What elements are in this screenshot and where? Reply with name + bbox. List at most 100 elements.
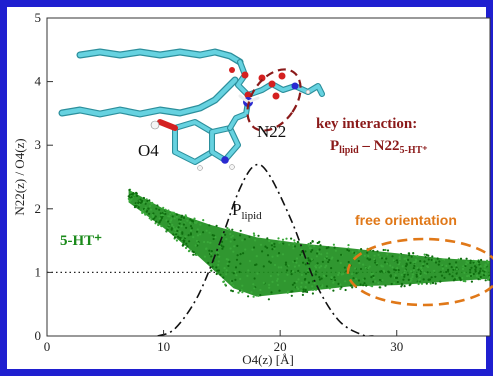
scatter-point [178, 218, 181, 221]
scatter-point [184, 235, 187, 238]
scatter-point [270, 242, 273, 245]
scatter-point [231, 279, 234, 283]
scatter-point [183, 239, 186, 242]
scatter-point [144, 212, 147, 215]
scatter-point [233, 238, 236, 241]
scatter-point [293, 241, 296, 244]
scatter-point [414, 258, 417, 261]
scatter-point [196, 230, 199, 233]
scatter-point [228, 228, 231, 231]
scatter-point [271, 280, 274, 283]
scatter-point [179, 236, 182, 239]
free-orientation-label: free orientation [355, 212, 457, 228]
scatter-point [226, 262, 229, 265]
scatter-point [384, 284, 387, 287]
scatter-point [268, 286, 271, 289]
scatter-point [296, 240, 299, 244]
scatter-point [419, 260, 422, 263]
scatter-point [411, 275, 414, 279]
scatter-point [142, 196, 145, 200]
scatter-point [284, 263, 287, 266]
scatter-point [300, 273, 303, 276]
scatter-point [130, 196, 133, 199]
scatter-point [247, 295, 250, 298]
scatter-point [281, 238, 285, 241]
scatter-point [414, 260, 417, 264]
scatter-point [400, 273, 403, 276]
scatter-point [349, 284, 352, 287]
scatter-point [484, 279, 487, 282]
scatter-point [318, 252, 321, 255]
scatter-point [318, 240, 321, 243]
scatter-point [340, 253, 343, 256]
scatter-point [239, 234, 242, 237]
scatter-point [233, 245, 236, 248]
scatter-point [479, 265, 482, 268]
scatter-point [469, 271, 472, 274]
scatter-point [231, 228, 234, 231]
scatter-point [469, 259, 472, 262]
scatter-point [432, 259, 435, 262]
scatter-point [457, 258, 460, 261]
scatter-point [405, 262, 408, 265]
scatter-point [439, 270, 442, 273]
scatter-point [297, 269, 300, 272]
scatter-point [439, 280, 442, 283]
scatter-point [293, 282, 296, 285]
scatter-point [400, 282, 403, 285]
scatter-point [412, 252, 415, 255]
scatter-point [286, 291, 289, 294]
scatter-point [315, 266, 318, 269]
y-tick-label: 4 [35, 74, 42, 89]
scatter-point [325, 274, 328, 277]
scatter-point [443, 276, 446, 279]
scatter-point [175, 233, 178, 236]
scatter-point [178, 230, 181, 233]
scatter-point [382, 248, 385, 252]
scatter-point [185, 226, 188, 229]
scatter-point [133, 194, 136, 197]
scatter-point [429, 282, 432, 285]
scatter-point [277, 237, 280, 240]
scatter-point [362, 284, 365, 287]
scatter-point [181, 231, 184, 234]
scatter-point [363, 277, 366, 280]
scatter-point [315, 255, 318, 258]
scatter-point [314, 273, 317, 276]
scatter-point [445, 270, 448, 274]
scatter-point [195, 220, 198, 224]
scatter-point [252, 246, 256, 249]
scatter-point [215, 224, 218, 227]
scatter-point [241, 239, 244, 242]
scatter-point [169, 221, 172, 224]
scatter-point [141, 199, 144, 202]
scatter-point [327, 260, 330, 264]
scatter-point [415, 275, 418, 278]
scatter-point [417, 282, 420, 286]
scatter-point [236, 254, 239, 257]
scatter-point [462, 265, 465, 268]
scatter-point [455, 272, 458, 275]
scatter-point [470, 280, 473, 283]
scatter-point [293, 239, 296, 242]
scatter-point [386, 262, 389, 265]
scatter-point [434, 275, 437, 278]
scatter-point [271, 248, 274, 251]
scatter-point [293, 245, 297, 248]
scatter-point [266, 254, 270, 257]
scatter-point [234, 266, 238, 269]
scatter-point [203, 255, 206, 258]
scatter-point [158, 217, 161, 220]
scatter-point [172, 211, 175, 214]
scatter-point [466, 261, 470, 264]
scatter-point [476, 274, 479, 277]
scatter-point [216, 269, 219, 272]
scatter-point [486, 278, 489, 281]
scatter-point [313, 245, 316, 248]
scatter-point [152, 218, 155, 221]
scatter-point [184, 246, 188, 250]
scatter-point [342, 272, 345, 275]
scatter-point [339, 287, 342, 291]
scatter-point [415, 273, 418, 276]
scatter-point [381, 279, 384, 282]
